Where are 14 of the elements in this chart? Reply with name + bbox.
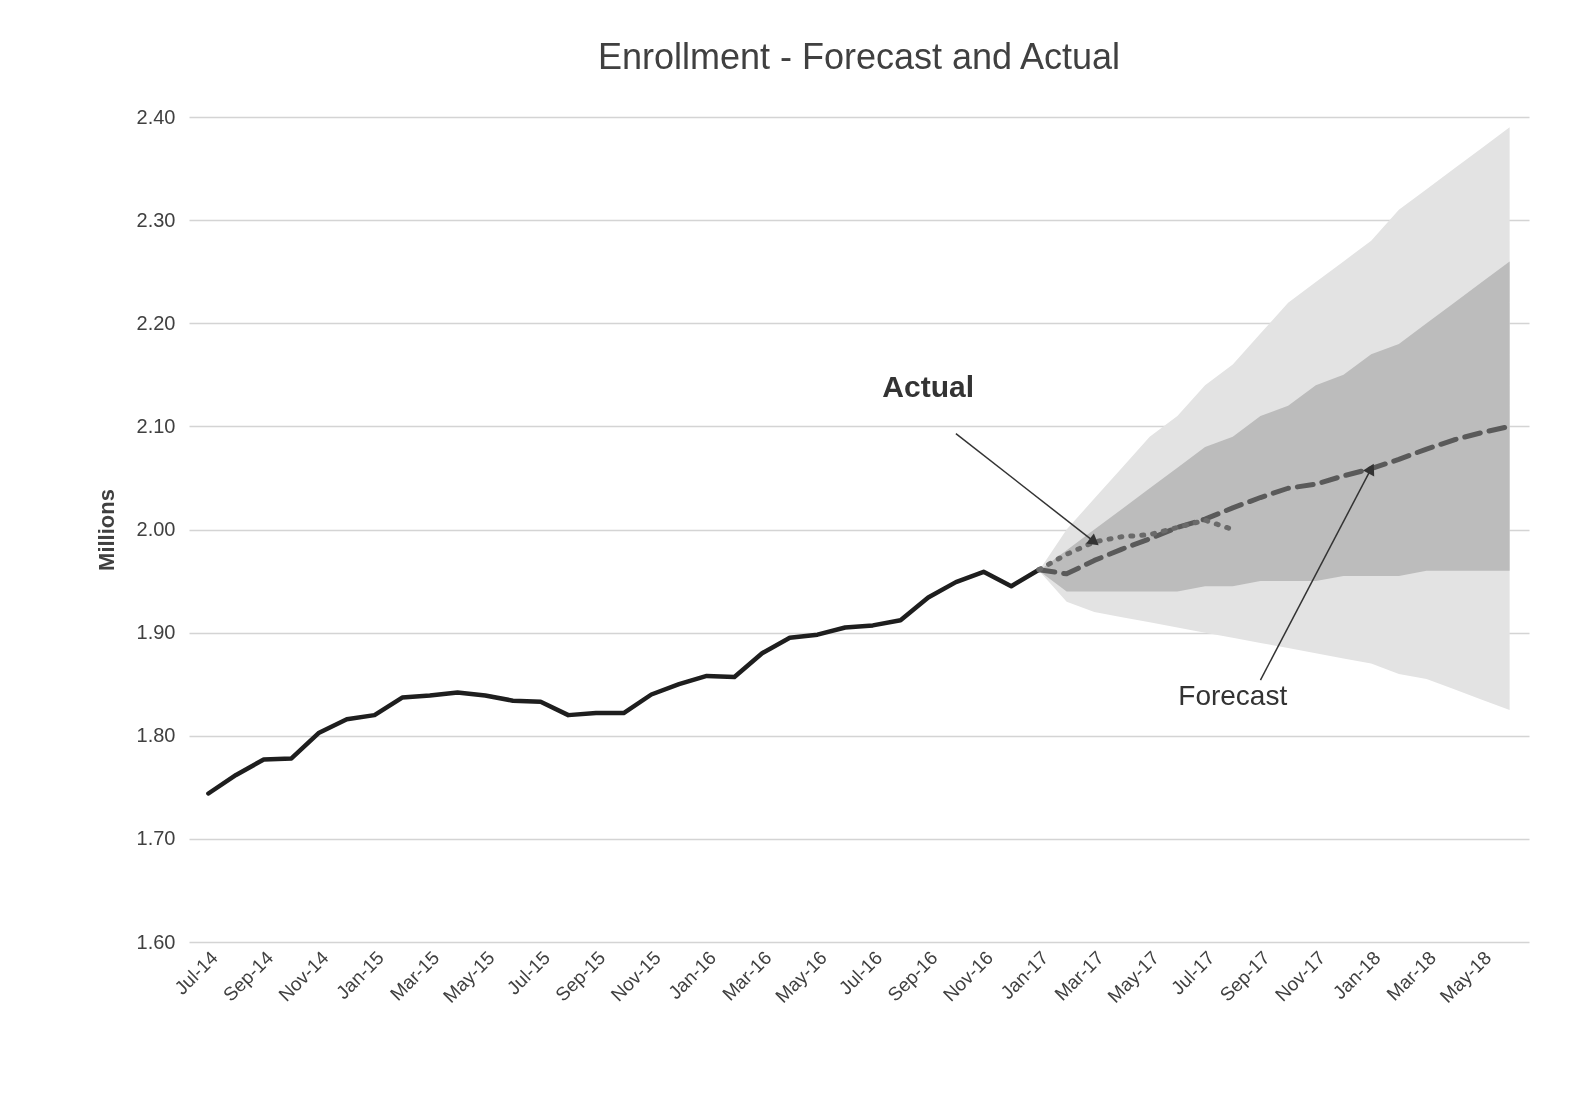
- y-tick-label: 2.10: [136, 414, 176, 437]
- y-tick-label: 2.40: [136, 105, 176, 128]
- y-tick-label: 1.60: [136, 930, 176, 953]
- y-tick-label: 2.20: [136, 311, 176, 334]
- line-series: [206, 567, 1042, 796]
- y-tick-label: 2.30: [136, 208, 176, 231]
- chart-title: Enrollment - Forecast and Actual: [597, 36, 1121, 77]
- y-tick-label: 2.00: [136, 518, 176, 540]
- text: Forecast: [1178, 680, 1288, 711]
- y-axis-title: Millions: [93, 489, 119, 571]
- y-tick-label: 1.80: [136, 724, 176, 747]
- y-tick-label: 1.70: [136, 827, 176, 850]
- y-tick-label: 1.90: [136, 621, 176, 644]
- text: Actual: [882, 369, 975, 403]
